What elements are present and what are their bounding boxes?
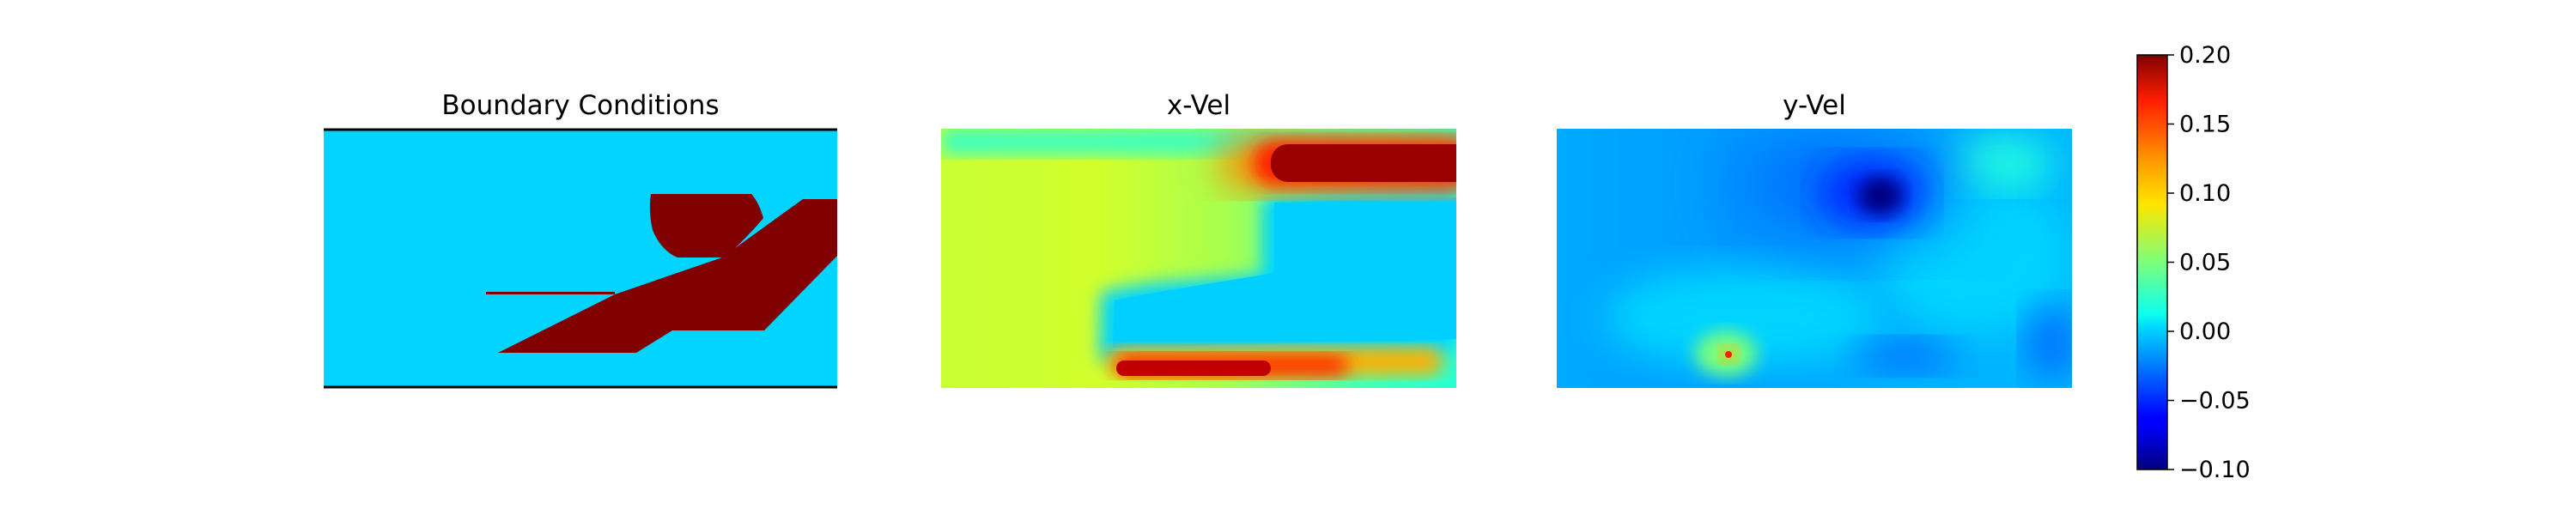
boundary-conditions-title: Boundary Conditions <box>441 90 719 121</box>
bc-solid-wedge <box>498 199 837 353</box>
y-vel-panel: y-Vel <box>1557 90 2072 388</box>
bc-solid-nub <box>649 194 763 258</box>
x-vel-panel: x-Vel <box>941 90 1456 388</box>
boundary-conditions-panel: Boundary Conditions <box>324 90 837 389</box>
colorbar-tick-label: 0.20 <box>2179 42 2231 69</box>
x-vel-heatmap <box>941 129 1456 388</box>
colorbar-tick-label: 0.10 <box>2179 180 2231 207</box>
x-vel-title: x-Vel <box>1167 90 1230 121</box>
colorbar-tick-label: 0.00 <box>2179 318 2231 345</box>
colorbar-tick-label: −0.05 <box>2179 388 2251 415</box>
colorbar-gradient <box>2136 54 2168 470</box>
colorbar-tick-label: 0.05 <box>2179 250 2231 276</box>
y-vel-heatmap <box>1557 129 2072 388</box>
bc-solid-thin-plate <box>486 292 615 294</box>
colorbar-tick-label: 0.15 <box>2179 112 2231 138</box>
colorbar-ticks: 0.20 0.15 0.10 0.05 0.00 −0.05 −0.10 <box>2167 42 2251 483</box>
colorbar-tick-label: −0.10 <box>2179 457 2251 483</box>
colorbar: 0.20 0.15 0.10 0.05 0.00 −0.05 −0.10 <box>2136 42 2251 483</box>
y-vel-title: y-Vel <box>1783 90 1846 121</box>
